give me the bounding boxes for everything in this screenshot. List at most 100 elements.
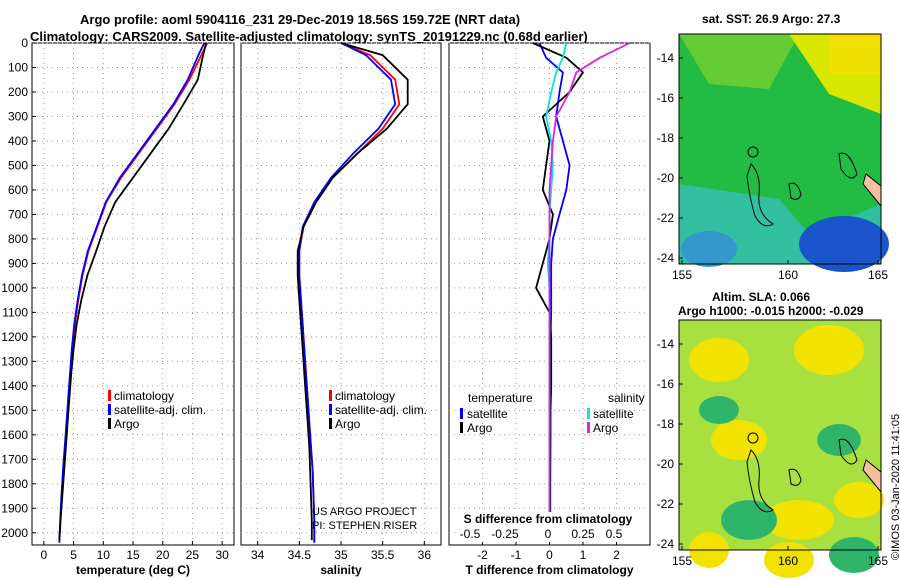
depth-tick-label: 1100 — [2, 305, 28, 319]
depth-tick-label: 400 — [8, 134, 28, 148]
depth-tick-label: 1600 — [1, 428, 28, 442]
sla-high-sla — [764, 542, 814, 578]
sla-low-sla — [721, 500, 777, 540]
temperature-xtick-label: 20 — [156, 548, 170, 562]
temperature-legend-label: Argo — [114, 417, 140, 431]
temperature-legend-label: satellite-adj. clim. — [114, 403, 206, 417]
temperature-xlabel: temperature (deg C) — [76, 563, 190, 577]
sst-lat-label: -24 — [657, 251, 675, 265]
temperature-series-line — [58, 42, 207, 541]
depth-tick-label: 500 — [8, 158, 28, 172]
depth-tick-label: 1500 — [1, 403, 28, 417]
sla-reef-contour — [788, 468, 802, 486]
sla-lat-label: -22 — [657, 497, 675, 511]
salinity-annotation: US ARGO PROJECT — [312, 506, 417, 518]
sst-cold-zone — [681, 231, 737, 267]
difference-xtick-label: 2 — [613, 548, 620, 562]
difference-xtick-label: 1 — [580, 548, 587, 562]
temperature-series-line — [58, 42, 206, 543]
depth-tick-label: 1400 — [1, 379, 28, 393]
salinity-xtick-label: 36 — [418, 548, 432, 562]
sla-high-sla — [794, 325, 864, 375]
temperature-xtick-label: 30 — [215, 548, 229, 562]
sla-reef-contour — [746, 449, 774, 513]
sst-lat-label: -18 — [657, 131, 675, 145]
difference-series-line — [548, 42, 631, 533]
sla-high-sla — [689, 338, 749, 382]
sst-warm-zone — [679, 34, 799, 89]
diff-legend-label: satellite — [593, 407, 634, 421]
imos-watermark: ©IMOS 03-Jan-2020 11:41:05 — [890, 413, 900, 560]
salinity-legend-label: climatology — [335, 389, 395, 403]
temperature-xtick-label: 25 — [186, 548, 200, 562]
difference-series-line — [532, 42, 584, 533]
diff-legend-swatch — [460, 422, 463, 433]
salinity-series-line — [296, 42, 409, 541]
sst-reef-contour — [838, 152, 858, 179]
diff-legend-swatch — [587, 408, 590, 419]
depth-tick-label: 100 — [8, 60, 28, 74]
salinity-series-line — [298, 42, 397, 543]
sst-hot-zone — [829, 34, 881, 74]
sla-low-sla — [829, 537, 879, 573]
depth-tick-label: 1300 — [1, 354, 28, 368]
sla-argo-position — [747, 432, 759, 444]
diff-s-tick-label: -0.5 — [460, 527, 481, 541]
sst-lon-label: 155 — [672, 268, 692, 282]
sla-lon-label: 160 — [778, 554, 798, 568]
sst-reef-contour — [788, 182, 802, 200]
sst-argo-position — [747, 146, 759, 158]
sla-low-sla — [699, 396, 739, 424]
salinity-legend-swatch — [329, 404, 332, 415]
sla-lon-label: 155 — [672, 554, 692, 568]
sst-lat-label: -22 — [657, 211, 675, 225]
sla-high-sla — [834, 482, 884, 518]
diff-s-xlabel: S difference from climatology — [464, 512, 633, 526]
diff-s-tick-label: 0 — [545, 527, 552, 541]
depth-tick-label: 200 — [8, 85, 28, 99]
sst-lon-label: 160 — [778, 268, 798, 282]
temperature-xtick-label: 0 — [41, 548, 48, 562]
sst-lat-label: -20 — [657, 171, 675, 185]
depth-tick-label: 0 — [21, 36, 28, 50]
diff-legend-left-title: temperature — [468, 391, 533, 405]
sla-lat-label: -24 — [657, 537, 675, 551]
salinity-annotation: PI: STEPHEN RISER — [312, 520, 417, 532]
depth-tick-label: 1900 — [1, 501, 28, 515]
sst-map-frame — [678, 33, 882, 265]
diff-legend-label: satellite — [467, 407, 508, 421]
sla-map — [678, 319, 884, 578]
sst-reef-contour — [746, 163, 774, 227]
depth-tick-label: 800 — [8, 232, 28, 246]
sst-map — [678, 33, 889, 272]
sla-lat-label: -18 — [657, 417, 675, 431]
depth-tick-label: 2000 — [1, 526, 28, 540]
difference-xtick-label: 0 — [546, 548, 553, 562]
diff-s-axis-bg — [455, 512, 645, 542]
temperature-legend-swatch — [108, 418, 111, 429]
depth-tick-label: 1200 — [1, 330, 28, 344]
salinity-legend-label: Argo — [335, 417, 361, 431]
depth-tick-label: 600 — [8, 183, 28, 197]
difference-xtick-label: -1 — [511, 548, 522, 562]
temperature-xtick-label: 5 — [70, 548, 77, 562]
depth-tick-label: 1800 — [1, 477, 28, 491]
depth-tick-label: 1700 — [1, 452, 28, 466]
salinity-xtick-label: 34.5 — [288, 548, 312, 562]
temperature-xtick-label: 10 — [97, 548, 111, 562]
diff-legend-right-title: salinity — [608, 391, 645, 405]
sst-lat-label: -16 — [657, 91, 675, 105]
sla-map-title-2: Argo h1000: -0.015 h2000: -0.029 — [678, 304, 864, 318]
sla-map-title-1: Altim. SLA: 0.066 — [712, 290, 811, 304]
title-line-1: Argo profile: aoml 5904116_231 29-Dec-20… — [80, 12, 521, 27]
temperature-legend-swatch — [108, 404, 111, 415]
sla-high-sla — [764, 500, 834, 540]
depth-tick-label: 700 — [8, 207, 28, 221]
diff-s-tick-label: -0.25 — [491, 527, 519, 541]
title-line-2: Climatology: CARS2009. Satellite-adjuste… — [30, 29, 588, 44]
sst-cold-zone — [799, 216, 889, 272]
salinity-xlabel: salinity — [320, 563, 362, 577]
sst-map-title: sat. SST: 26.9 Argo: 27.3 — [702, 12, 841, 26]
depth-tick-label: 900 — [8, 256, 28, 270]
